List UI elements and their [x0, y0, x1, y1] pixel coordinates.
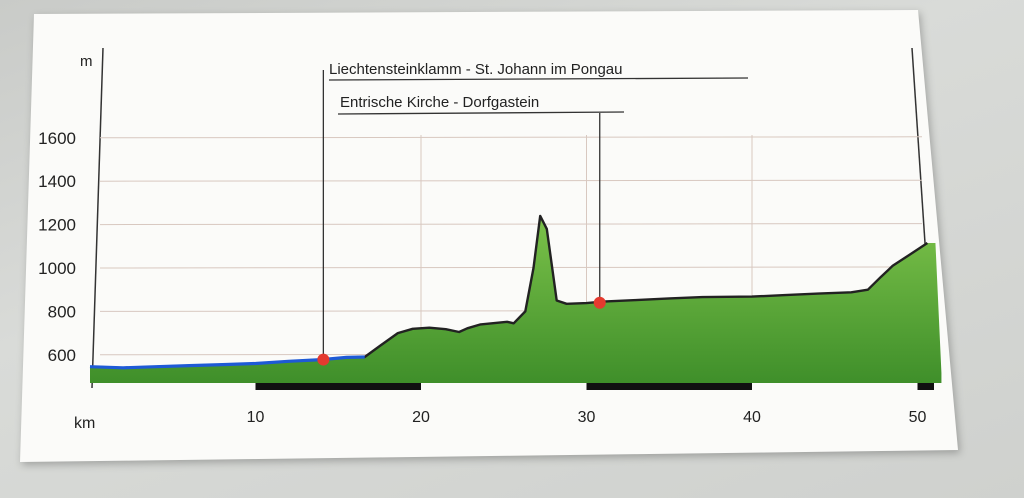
- profile-area: [89, 214, 942, 383]
- y-tick-1600: 1600: [38, 129, 76, 148]
- x-tick-30: 30: [578, 409, 596, 426]
- scale-bar-segment-1: [255, 383, 421, 390]
- route-marker-lines: [322, 70, 601, 360]
- left-frame-line: [91, 47, 104, 389]
- route-marker-1: [317, 353, 330, 366]
- y-tick-1200: 1200: [38, 216, 76, 235]
- x-tick-20: 20: [412, 409, 430, 426]
- y-axis-ticks: 600 800 1000 1200 1400 1600: [38, 129, 76, 365]
- gridline-y-1600: [99, 136, 923, 139]
- route-marker-2: [593, 296, 606, 309]
- route-label-1-underline: [328, 77, 749, 81]
- profile-fill: [90, 215, 942, 383]
- valley-segment-line: [89, 355, 365, 370]
- route-label-1: Liechtensteinklamm - St. Johann im Ponga…: [329, 61, 623, 78]
- scale-bar-segment-3: [917, 383, 934, 390]
- gridline-y-1400: [99, 179, 923, 182]
- x-axis-ticks: 10 20 30 40 50: [247, 409, 927, 426]
- gridline-y-1000: [99, 266, 923, 269]
- gridline-y-1200: [99, 223, 923, 226]
- x-tick-40: 40: [743, 409, 761, 426]
- route-label-2: Entrische Kirche - Dorfgastein: [340, 94, 539, 111]
- y-tick-800: 800: [48, 302, 76, 321]
- scale-bar-segment-2: [586, 383, 752, 390]
- y-tick-1000: 1000: [38, 259, 76, 278]
- y-axis-unit: m: [80, 53, 93, 70]
- x-tick-50: 50: [909, 409, 927, 426]
- km-scale-bar: [255, 383, 934, 390]
- x-axis-unit: km: [74, 415, 95, 432]
- y-tick-600: 600: [48, 346, 76, 365]
- x-tick-10: 10: [247, 409, 265, 426]
- y-tick-1400: 1400: [38, 172, 76, 191]
- route-markers: [317, 296, 606, 366]
- route-label-2-underline: [337, 111, 625, 115]
